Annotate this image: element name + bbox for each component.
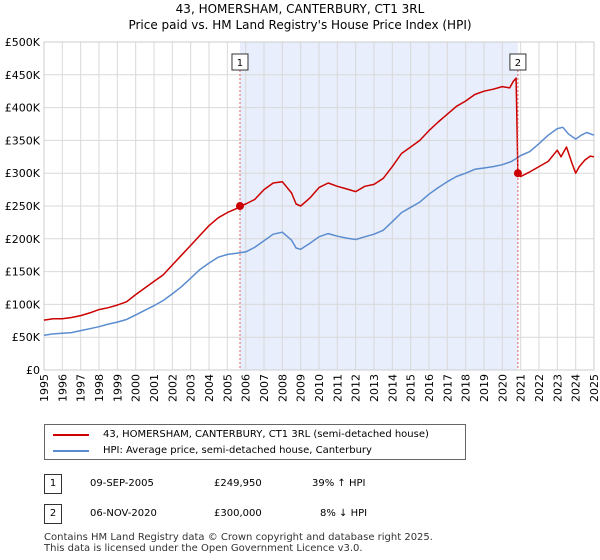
transaction-row: 1 09-SEP-2005 £249,950 39% ↑ HPI bbox=[44, 474, 564, 496]
transaction-point bbox=[513, 169, 522, 178]
transaction-marker-label: 1 bbox=[237, 58, 243, 69]
transaction-date: 06-NOV-2020 bbox=[90, 508, 157, 519]
x-tick-label: 2008 bbox=[276, 374, 289, 402]
y-tick-label: £0 bbox=[26, 364, 40, 377]
x-tick-label: 2003 bbox=[185, 374, 198, 402]
transaction-hpi-delta: 39% ↑ HPI bbox=[312, 478, 366, 489]
x-tick-label: 2025 bbox=[588, 374, 600, 402]
x-tick-label: 2022 bbox=[533, 374, 546, 402]
hpi-line bbox=[43, 126, 595, 336]
x-tick-label: 2002 bbox=[166, 374, 179, 402]
x-tick-label: 2021 bbox=[515, 374, 528, 402]
price-chart: £0 £50K £100K £150K £200K £250K £300K £350K £400… bbox=[5, 36, 600, 402]
x-tick-label: 2024 bbox=[570, 374, 583, 402]
x-tick-label: 2007 bbox=[258, 374, 271, 402]
transaction-marker-label: 2 bbox=[515, 58, 521, 69]
x-tick-label: 2000 bbox=[130, 374, 143, 402]
x-tick-label: 2004 bbox=[203, 374, 216, 402]
plot-frame bbox=[43, 41, 595, 371]
x-tick-label: 1999 bbox=[111, 374, 124, 402]
price-paid-line bbox=[43, 77, 595, 321]
y-tick-label: £50K bbox=[12, 331, 41, 344]
transaction-price: £249,950 bbox=[214, 478, 262, 489]
x-tick-label: 2015 bbox=[405, 374, 418, 402]
y-tick-label: £500K bbox=[5, 36, 41, 49]
y-tick-label: £350K bbox=[5, 134, 41, 147]
x-tick-label: 1997 bbox=[75, 374, 88, 402]
transaction-row: 2 06-NOV-2020 £300,000 8% ↓ HPI bbox=[44, 504, 564, 526]
chart-subtitle: Price paid vs. HM Land Registry's House … bbox=[128, 18, 472, 32]
legend-swatch-red bbox=[53, 434, 89, 436]
x-tick-label: 2014 bbox=[386, 374, 399, 402]
x-tick-label: 2023 bbox=[551, 374, 564, 402]
transaction-badge: 1 bbox=[44, 474, 62, 494]
footer-copyright: Contains HM Land Registry data © Crown c… bbox=[44, 532, 433, 543]
y-tick-label: £250K bbox=[5, 200, 41, 213]
x-tick-label: 1995 bbox=[38, 374, 51, 402]
legend-label-hpi: HPI: Average price, semi-detached house,… bbox=[103, 445, 372, 456]
x-tick-label: 2019 bbox=[478, 374, 491, 402]
x-tick-label: 2005 bbox=[221, 374, 234, 402]
transaction-price: £300,000 bbox=[214, 508, 262, 519]
x-tick-label: 2001 bbox=[148, 374, 161, 402]
transaction-marker-badge bbox=[231, 53, 249, 71]
y-tick-label: £150K bbox=[5, 266, 41, 279]
legend-label-property: 43, HOMERSHAM, CANTERBURY, CT1 3RL (semi… bbox=[103, 429, 429, 440]
footer-licence: This data is licensed under the Open Gov… bbox=[44, 543, 363, 554]
y-tick-label: £200K bbox=[5, 233, 41, 246]
transaction-point bbox=[235, 202, 244, 211]
x-tick-label: 1996 bbox=[56, 374, 69, 402]
x-tick-label: 2018 bbox=[460, 374, 473, 402]
x-tick-label: 2016 bbox=[423, 374, 436, 402]
x-tick-label: 2012 bbox=[350, 374, 363, 402]
x-tick-label: 2011 bbox=[331, 374, 344, 402]
x-tick-label: 2013 bbox=[368, 374, 381, 402]
y-tick-label: £450K bbox=[5, 69, 41, 82]
x-tick-label: 2006 bbox=[240, 374, 253, 402]
y-tick-label: £100K bbox=[5, 298, 41, 311]
x-tick-label: 1998 bbox=[93, 374, 106, 402]
x-tick-label: 2010 bbox=[313, 374, 326, 402]
chart-title: 43, HOMERSHAM, CANTERBURY, CT1 3RL bbox=[175, 2, 425, 16]
y-tick-label: £400K bbox=[5, 102, 41, 115]
transaction-badge: 2 bbox=[44, 504, 62, 524]
transaction-marker-badge bbox=[509, 53, 527, 71]
x-tick-label: 2020 bbox=[496, 374, 509, 402]
x-tick-label: 2017 bbox=[441, 374, 454, 402]
transaction-date: 09-SEP-2005 bbox=[90, 478, 154, 489]
legend: 43, HOMERSHAM, CANTERBURY, CT1 3RL (semi… bbox=[44, 424, 466, 460]
transaction-hpi-delta: 8% ↓ HPI bbox=[320, 508, 368, 519]
x-tick-label: 2009 bbox=[295, 374, 308, 402]
y-tick-label: £300K bbox=[5, 167, 41, 180]
legend-swatch-blue bbox=[53, 450, 89, 452]
